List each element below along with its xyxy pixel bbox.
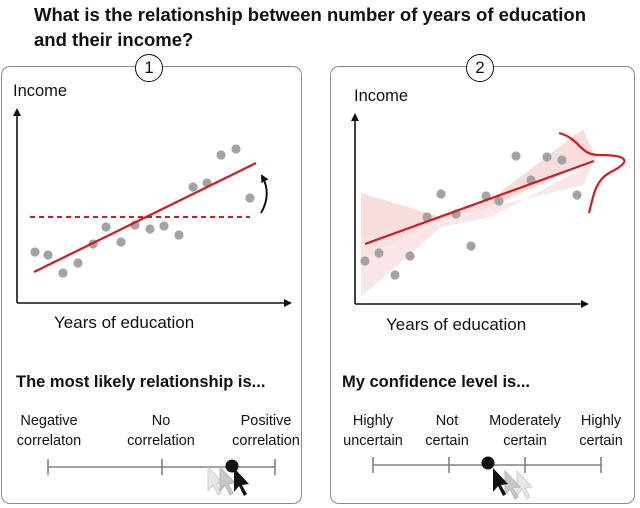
distribution-curve-icon xyxy=(558,131,626,214)
scale-label-highly-uncertain: Highly uncertain xyxy=(343,413,403,449)
scale-label-positive: Positive correlation xyxy=(232,413,300,449)
data-point xyxy=(188,182,198,192)
slider-handle[interactable] xyxy=(225,459,239,473)
data-point xyxy=(174,230,184,240)
data-points xyxy=(30,144,255,278)
data-point xyxy=(116,237,126,247)
data-point xyxy=(360,256,370,266)
data-point xyxy=(145,224,155,234)
data-point xyxy=(511,151,521,161)
data-point xyxy=(436,189,446,199)
data-point xyxy=(73,258,83,268)
panel-number-badge: 2 xyxy=(466,54,494,82)
data-point xyxy=(557,155,567,165)
data-point xyxy=(572,190,582,200)
correlation-slider[interactable] xyxy=(47,459,276,475)
trend-line xyxy=(33,162,257,273)
curved-arrow-icon xyxy=(260,174,269,214)
x-axis-label: Years of education xyxy=(386,315,527,334)
data-point xyxy=(422,212,432,222)
cursor-icon xyxy=(481,456,534,500)
y-axis-label: Income xyxy=(13,82,68,100)
y-axis-label: Income xyxy=(354,87,409,105)
trend-line xyxy=(364,159,595,246)
panel-number-badge: 1 xyxy=(135,54,163,82)
data-point xyxy=(231,144,241,154)
data-point xyxy=(159,221,169,231)
data-point xyxy=(466,241,476,251)
scale-label-negative: Negative correlaton xyxy=(16,413,82,449)
data-point xyxy=(58,268,68,278)
panel-confidence: 2 Income Years of education My confid xyxy=(330,54,635,504)
x-axis-label: Years of education xyxy=(54,313,195,332)
uncertainty-band-lower xyxy=(361,163,593,297)
data-point xyxy=(374,248,384,258)
data-point xyxy=(30,247,40,257)
data-point xyxy=(101,222,111,232)
data-point xyxy=(43,250,53,260)
scale-label-moderately-certain: Moderately certain xyxy=(489,413,561,449)
data-point xyxy=(494,196,504,206)
cursor-icon xyxy=(207,459,249,496)
question-title: What is the relationship between number … xyxy=(34,4,587,50)
question-prompt: The most likely relationship is... xyxy=(16,373,266,391)
data-point xyxy=(216,150,226,160)
scale-label-none: No correlation xyxy=(127,413,195,449)
data-point xyxy=(405,251,415,261)
scale-label-not-certain: Not certain xyxy=(425,413,469,449)
data-point xyxy=(390,270,400,280)
scatter-plot xyxy=(351,113,626,500)
data-point xyxy=(245,193,255,203)
scatter-plot xyxy=(13,108,292,496)
data-point xyxy=(542,152,552,162)
panel-relationship: 1 Income Years of education The most lik… xyxy=(1,54,302,504)
slider-handle[interactable] xyxy=(481,456,495,470)
question-prompt: My confidence level is... xyxy=(342,373,530,391)
scale-label-highly-certain: Highly certain xyxy=(579,413,623,449)
